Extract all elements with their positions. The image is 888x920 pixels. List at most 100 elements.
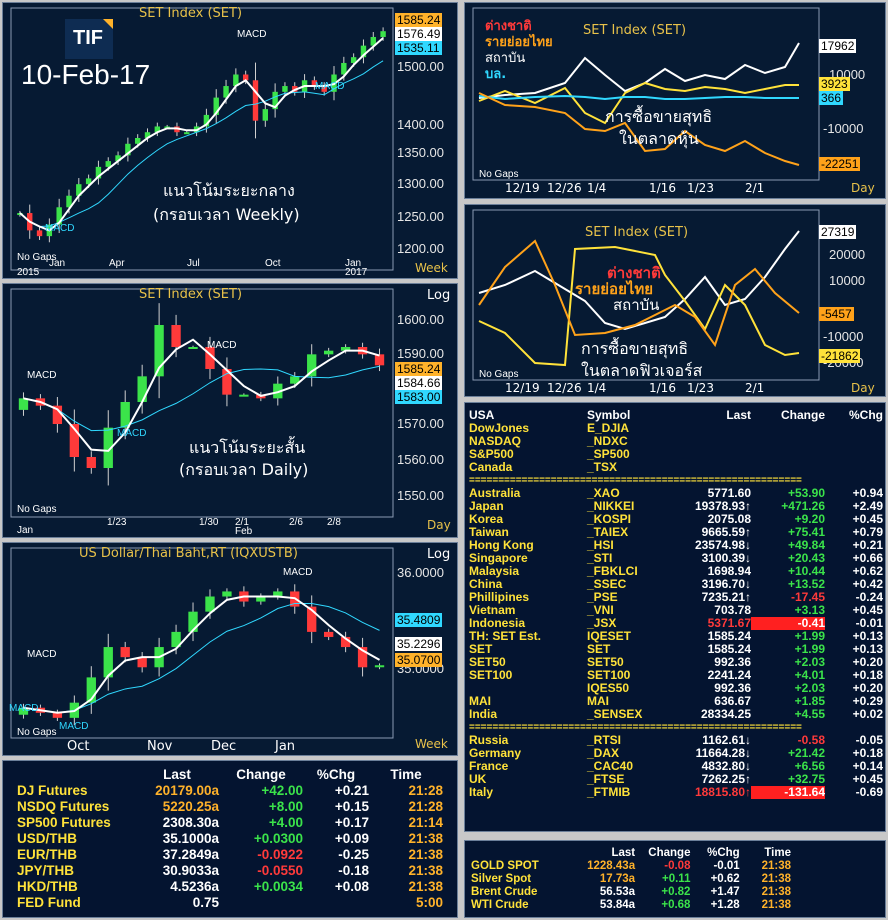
- table-row[interactable]: Singapore _STI 3100.39↓ +20.43 +0.66: [469, 552, 883, 565]
- x-label: 1/4: [587, 381, 607, 395]
- empty-cell: [671, 422, 751, 435]
- table-row[interactable]: IQES50 992.36 +2.03 +0.20: [469, 682, 883, 695]
- table-row[interactable]: NASDAQ _NDXC: [469, 435, 883, 448]
- row-time: 21:38: [761, 873, 791, 885]
- row-name: Silver Spot: [471, 873, 532, 885]
- candle: [205, 347, 215, 369]
- empty-cell: [825, 435, 883, 448]
- candle: [171, 325, 181, 347]
- row-last: 3196.70↓: [701, 577, 751, 591]
- candle: [184, 132, 190, 135]
- table-row[interactable]: EUR/THB 37.2849a -0.0922 -0.25 21:38: [17, 847, 443, 863]
- table-row[interactable]: Japan _NIKKEI 19378.93↑ +471.26 +2.49: [469, 500, 883, 513]
- table-row[interactable]: SET100 SET100 2241.24 +4.01 +0.18: [469, 669, 883, 682]
- usdthb-chart: [10, 547, 394, 739]
- table-row[interactable]: Taiwan _TAIEX 9665.59↑ +75.41 +0.79: [469, 526, 883, 539]
- period-label: Week: [415, 737, 448, 751]
- table-row[interactable]: SET50 SET50 992.36 +2.03 +0.20: [469, 656, 883, 669]
- netflow-stock-panel: SET Index (SET) ต่างชาติ รายย่อยไทย สถาบ…: [464, 2, 886, 199]
- row-time: 5:00: [415, 895, 443, 910]
- table-row[interactable]: Germany _DAX 11664.28↓ +21.42 +0.18: [469, 747, 883, 760]
- table-row[interactable]: France _CAC40 4832.80↓ +6.56 +0.14: [469, 760, 883, 773]
- table-row[interactable]: Phillipines _PSE 7235.21↑ -17.45 -0.24: [469, 591, 883, 604]
- row-name: SET50: [469, 655, 506, 669]
- table-row[interactable]: UK _FTSE 7262.25↑ +32.75 +0.45: [469, 773, 883, 786]
- table-row[interactable]: Canada _TSX: [469, 461, 883, 474]
- table-row[interactable]: MAI MAI 636.67 +1.85 +0.29: [469, 695, 883, 708]
- row-change: +49.84: [787, 538, 825, 552]
- y-tick: 1560.00: [397, 452, 444, 467]
- row-name: Brent Crude: [471, 886, 538, 898]
- table-row[interactable]: HKD/THB 4.5236a +0.0034 +0.08 21:38: [17, 879, 443, 895]
- table-row[interactable]: Silver Spot 17.73a +0.11 +0.62 21:38: [471, 873, 791, 886]
- candle: [341, 62, 347, 75]
- table-row[interactable]: WTI Crude 53.84a +0.68 +1.28 21:38: [471, 899, 791, 912]
- candle: [36, 230, 43, 237]
- table-row[interactable]: SP500 Futures 2308.30a +4.00 +0.17 21:14: [17, 815, 443, 831]
- row-time: 21:28: [408, 799, 443, 814]
- row-change: -131.64: [751, 786, 825, 799]
- row-name: Taiwan: [469, 525, 509, 539]
- table-row[interactable]: Vietnam _VNI 703.78 +3.13 +0.45: [469, 604, 883, 617]
- row-name: Canada: [469, 460, 513, 474]
- y-tick: 1500.00: [397, 59, 444, 74]
- x-label: 2/1: [745, 181, 765, 195]
- table-row[interactable]: China _SSEC 3196.70↓ +13.52 +0.42: [469, 578, 883, 591]
- table-row[interactable]: Brent Crude 56.53a +0.82 +1.47 21:38: [471, 886, 791, 899]
- table-row[interactable]: TH: SET Est. IQESET 1585.24 +1.99 +0.13: [469, 630, 883, 643]
- y-tick: 1400.00: [397, 117, 444, 132]
- table-row[interactable]: Malaysia _FBKLCI 1698.94 +10.44 +0.62: [469, 565, 883, 578]
- table-row[interactable]: Australia _XAO 5771.60 +53.90 +0.94: [469, 487, 883, 500]
- row-name: Korea: [469, 512, 504, 526]
- header-cell: Change: [236, 767, 286, 782]
- table-row[interactable]: Russia _RTSI 1162.61↓ -0.58 -0.05: [469, 734, 883, 747]
- row-pct: +0.20: [852, 655, 883, 669]
- table-row[interactable]: FED Fund 0.75 5:00: [17, 895, 443, 911]
- table-row[interactable]: Korea _KOSPI 2075.08 +9.20 +0.45: [469, 513, 883, 526]
- row-last: 19378.93↑: [694, 499, 751, 513]
- row-symbol: SET100: [587, 668, 631, 682]
- table-row[interactable]: USD/THB 35.1000a +0.0300 +0.09 21:38: [17, 831, 443, 847]
- row-last: 9665.59↑: [701, 525, 751, 539]
- table-row[interactable]: S&P500 _SP500: [469, 448, 883, 461]
- row-pct: +0.62: [710, 873, 740, 885]
- row-pct: +1.28: [710, 899, 740, 911]
- candle: [323, 350, 334, 355]
- row-pct: -0.24: [855, 590, 883, 604]
- row-last: 35.1000a: [162, 831, 219, 846]
- header-cell: Change: [780, 408, 825, 422]
- table-row[interactable]: NSDQ Futures 5220.25a +8.00 +0.15 21:28: [17, 799, 443, 815]
- candle: [188, 347, 198, 349]
- table-row[interactable]: JPY/THB 30.9033a -0.0550 -0.18 21:38: [17, 863, 443, 879]
- row-name: JPY/THB: [17, 863, 75, 878]
- legend-institution: สถาบัน: [485, 51, 526, 66]
- flow-tag: -5457: [819, 307, 854, 321]
- row-name: GOLD SPOT: [471, 860, 539, 872]
- table-row[interactable]: Hong Kong _HSI 23574.98↓ +49.84 +0.21: [469, 539, 883, 552]
- separator-row: ========================================…: [469, 721, 883, 734]
- row-pct: +0.09: [334, 831, 369, 846]
- candle: [307, 354, 317, 377]
- table-row[interactable]: GOLD SPOT 1228.43a -0.08 -0.01 21:38: [471, 860, 791, 873]
- table-row[interactable]: Italy _FTMIB 18815.80↑ -131.64 -0.69: [469, 786, 883, 799]
- table-row[interactable]: Indonesia _JSX 5371.67 -0.41 -0.01: [469, 617, 883, 630]
- row-symbol: MAI: [587, 694, 609, 708]
- row-symbol: _NIKKEI: [587, 499, 635, 513]
- candle: [239, 394, 249, 397]
- legend-institution: สถาบัน: [613, 296, 660, 314]
- usdthb-chart-panel: US Dollar/Thai Baht,RT (IQXUSTB) Log MAC…: [2, 542, 458, 756]
- header-cell: Last: [726, 408, 751, 422]
- flow-tag: 27319: [819, 225, 857, 239]
- price-tag-ma2: 1583.00: [395, 390, 443, 404]
- y-tick: 1550.00: [397, 488, 444, 503]
- x-label: Jan: [17, 525, 34, 536]
- y-tick: -10000: [823, 329, 864, 344]
- x-label: 1/16: [649, 181, 676, 195]
- no-gaps-label: No Gaps: [17, 504, 57, 515]
- table-row[interactable]: India _SENSEX 28334.25 +4.55 +0.02: [469, 708, 883, 721]
- table-row[interactable]: SET SET 1585.24 +1.99 +0.13: [469, 643, 883, 656]
- world-indices-table: USA Symbol Last Change %Chg DowJones E_DJ…: [469, 409, 883, 799]
- table-row[interactable]: DowJones E_DJIA: [469, 422, 883, 435]
- table-row[interactable]: DJ Futures 20179.00a +42.00 +0.21 21:28: [17, 783, 443, 799]
- row-symbol: _SSEC: [587, 577, 627, 591]
